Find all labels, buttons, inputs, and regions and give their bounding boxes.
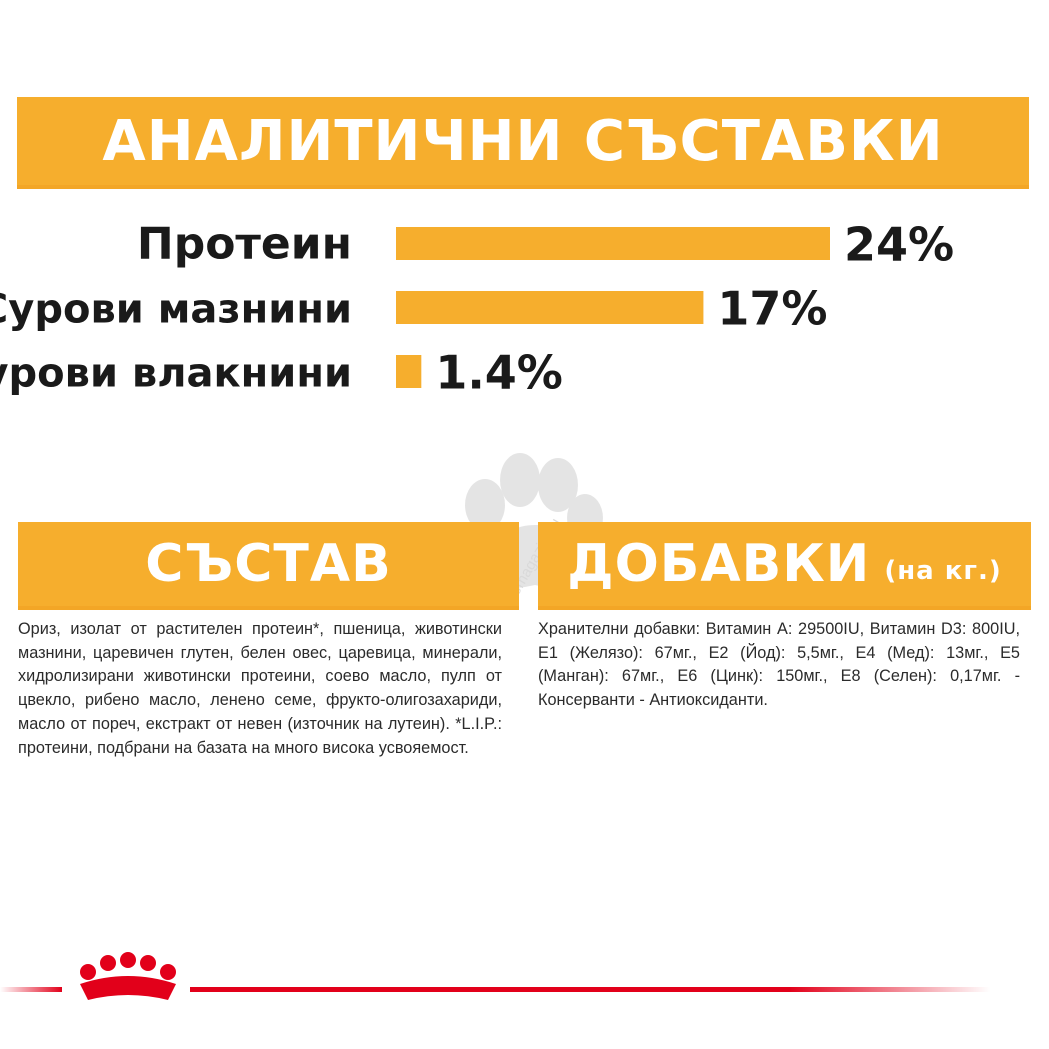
additives-text: Хранителни добавки: Витамин А: 29500IU, … <box>538 620 1020 710</box>
additives-heading: ДОБАВКИ <box>567 534 871 594</box>
category-label-0: Протеин <box>137 219 352 270</box>
value-label-0: 24% <box>844 218 954 272</box>
category-label-2: Сурови влакнини <box>0 351 352 397</box>
analytical-bar-chart: Протеин 24% Сурови мазнини 17% Сурови влакни… <box>0 218 954 400</box>
composition-heading: СЪСТАВ <box>145 534 392 594</box>
footer-brand-strip <box>0 952 990 1000</box>
footer-line-left <box>0 987 62 992</box>
composition-heading-banner: СЪСТАВ <box>18 522 519 610</box>
analytical-heading-banner: АНАЛИТИЧНИ СЪСТАВКИ <box>17 97 1029 189</box>
footer-line-right <box>190 987 990 992</box>
category-label-1: Сурови мазнини <box>0 287 352 333</box>
bar-0 <box>396 227 830 260</box>
value-label-2: 1.4% <box>435 346 563 400</box>
bar-2 <box>396 355 422 388</box>
value-label-1: 17% <box>717 282 827 336</box>
analytical-heading: АНАЛИТИЧНИ СЪСТАВКИ <box>102 108 944 174</box>
composition-text: Ориз, изолат от растителен протеин*, пше… <box>18 620 502 757</box>
additives-heading-banner: ДОБАВКИ (на кг.) <box>538 522 1031 610</box>
crown-logo-icon <box>80 952 176 1000</box>
bar-1 <box>396 291 704 324</box>
additives-unit: (на кг.) <box>884 556 1002 586</box>
